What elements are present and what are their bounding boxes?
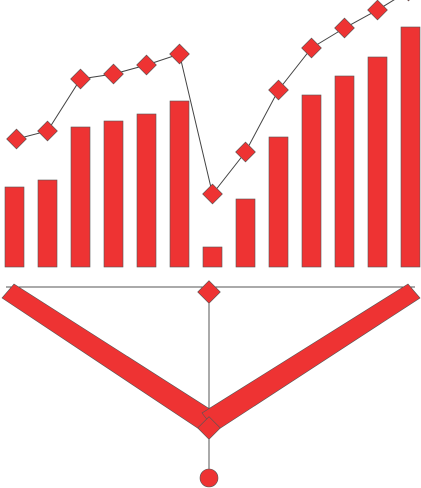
bar-7 (202, 246, 223, 268)
marker-12 (367, 0, 388, 21)
bar-9 (268, 136, 289, 268)
chevron-left-arm (1, 283, 217, 432)
bar-3 (70, 126, 91, 268)
bar-11 (334, 75, 355, 268)
marker-1 (6, 128, 27, 150)
bar-12 (367, 56, 388, 268)
marker-9 (268, 79, 289, 101)
marker-7 (202, 183, 223, 205)
marker-8 (235, 141, 256, 163)
top-diamond (197, 280, 221, 304)
end-dot (199, 468, 219, 488)
marker-13 (398, 0, 419, 2)
bar-1 (4, 186, 25, 268)
marker-4 (103, 63, 124, 85)
marker-5 (136, 54, 157, 76)
marker-3 (70, 68, 91, 90)
bar-5 (136, 113, 157, 268)
marker-11 (334, 17, 355, 39)
chevron-right-arm (201, 283, 421, 432)
bar-8 (235, 198, 256, 268)
bar-4 (103, 120, 124, 268)
bar-6 (169, 100, 190, 268)
marker-6 (169, 43, 190, 65)
bottom-diamond (197, 416, 221, 440)
marker-group (6, 0, 419, 205)
marker-2 (37, 120, 58, 142)
bar-10 (301, 94, 322, 268)
bar-2 (37, 179, 58, 268)
marker-10 (301, 37, 322, 59)
bar-group (4, 26, 421, 268)
bar-13 (400, 26, 421, 268)
